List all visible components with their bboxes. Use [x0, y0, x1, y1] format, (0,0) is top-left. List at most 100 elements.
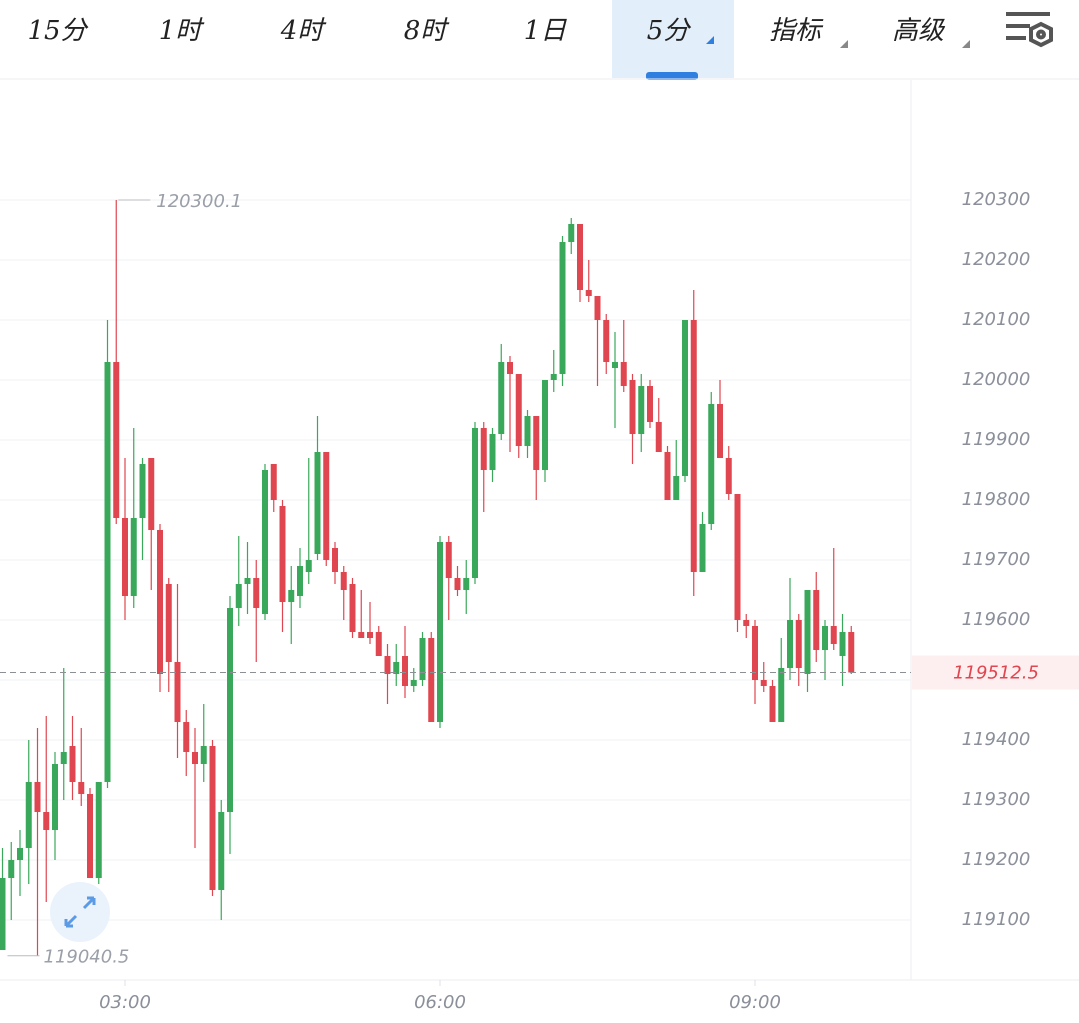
candle-body	[445, 542, 452, 578]
candle-body	[218, 812, 225, 890]
candle-body	[0, 878, 6, 950]
candle-body	[104, 362, 111, 782]
y-tick-label: 120200	[962, 249, 1031, 270]
candle-body	[349, 584, 356, 632]
dropdown-arrow	[962, 40, 970, 48]
candle-body	[165, 584, 172, 662]
candle-body	[69, 746, 76, 782]
zoom-button[interactable]	[50, 882, 110, 942]
candle-body	[95, 782, 102, 878]
candle-body	[122, 518, 128, 596]
candle-body	[533, 416, 540, 470]
candle-body	[437, 542, 443, 722]
candle-body	[384, 656, 391, 674]
toolbar-item[interactable]: 1时	[159, 16, 206, 46]
candle-body	[629, 380, 636, 434]
candle-body	[568, 224, 575, 242]
toolbar-item[interactable]: 8时	[404, 16, 451, 46]
candle-body	[594, 296, 601, 320]
y-tick-label: 120100	[962, 309, 1031, 330]
y-tick-label: 119900	[962, 429, 1031, 450]
candle-body	[227, 608, 233, 812]
candle-body	[822, 626, 828, 650]
toolbar-item[interactable]: 15分	[27, 16, 88, 46]
candle-body	[612, 362, 618, 368]
y-tick-label: 119600	[962, 609, 1031, 630]
candle-body	[139, 464, 146, 518]
candle-body	[367, 632, 373, 638]
candle-body	[489, 434, 496, 470]
candle-body	[8, 860, 15, 878]
candle-body	[848, 632, 855, 673]
y-tick-label: 119700	[962, 549, 1031, 570]
candle-body	[673, 476, 680, 500]
candle-body	[830, 626, 837, 644]
candle-body	[699, 524, 706, 572]
candle-body	[375, 632, 382, 656]
candle-body	[550, 374, 557, 380]
candle-body	[209, 746, 216, 890]
candle-body	[778, 668, 785, 722]
zoom-icon	[64, 896, 96, 928]
candle-body	[813, 590, 820, 650]
candle-body	[559, 242, 566, 374]
candle-body	[542, 380, 548, 470]
candle-body	[113, 362, 120, 518]
candle-body	[620, 362, 627, 386]
y-tick-label: 119100	[962, 909, 1031, 930]
candle-body	[244, 578, 251, 584]
candle-body	[358, 632, 365, 638]
candle-body	[638, 386, 645, 434]
toolbar-item[interactable]: 高级	[892, 16, 946, 46]
x-tick-label: 03:00	[99, 992, 151, 1013]
candle-body	[428, 638, 435, 722]
candle-body	[148, 458, 155, 530]
toolbar-item[interactable]: 1日	[524, 16, 568, 46]
x-tick-label: 06:00	[414, 992, 466, 1013]
candle-body	[647, 386, 653, 422]
toolbar-item[interactable]: 5分	[647, 16, 692, 46]
plot: 1191001192001193001194001195001196001197…	[0, 189, 1079, 1013]
candle-body	[297, 566, 303, 596]
candle-body	[393, 662, 400, 674]
candle-body	[402, 656, 408, 686]
candle-body	[419, 638, 426, 680]
candle-body	[454, 578, 461, 590]
candle-body	[279, 506, 286, 602]
candle-body	[34, 782, 41, 812]
toolbar-item[interactable]: 指标	[769, 16, 824, 46]
candle-body	[200, 746, 207, 764]
candle-body	[725, 458, 732, 494]
x-tick-label: 09:00	[729, 992, 781, 1013]
candle-body	[507, 362, 513, 374]
last-price-bg	[912, 655, 1079, 690]
y-tick-label: 119800	[962, 489, 1031, 510]
candle-body	[305, 560, 312, 572]
candle-body	[174, 662, 181, 722]
candle-body	[192, 752, 198, 764]
candle-body	[17, 848, 23, 860]
candle-body	[515, 374, 522, 446]
candle-body	[253, 578, 260, 608]
dropdown-arrow	[840, 40, 848, 48]
y-tick-label: 119400	[962, 729, 1031, 750]
candle-body	[480, 428, 487, 470]
candle-body	[340, 572, 347, 590]
candle-body	[332, 548, 338, 572]
candle-body	[717, 404, 723, 458]
settings-icon[interactable]	[1006, 12, 1053, 48]
toolbar-item[interactable]: 4时	[280, 16, 328, 46]
candle-body	[734, 494, 741, 620]
candle-body	[524, 416, 531, 446]
candle-body	[795, 620, 802, 668]
candle-body	[708, 404, 715, 524]
candle-body	[288, 590, 295, 602]
y-tick-label: 119300	[962, 789, 1031, 810]
candle-body	[52, 764, 58, 830]
candle-body	[60, 752, 67, 764]
candle-body	[183, 722, 190, 752]
last-price-label: 119512.5	[953, 663, 1039, 684]
candle-body	[603, 320, 610, 362]
min-label: 119040.5	[44, 947, 130, 968]
